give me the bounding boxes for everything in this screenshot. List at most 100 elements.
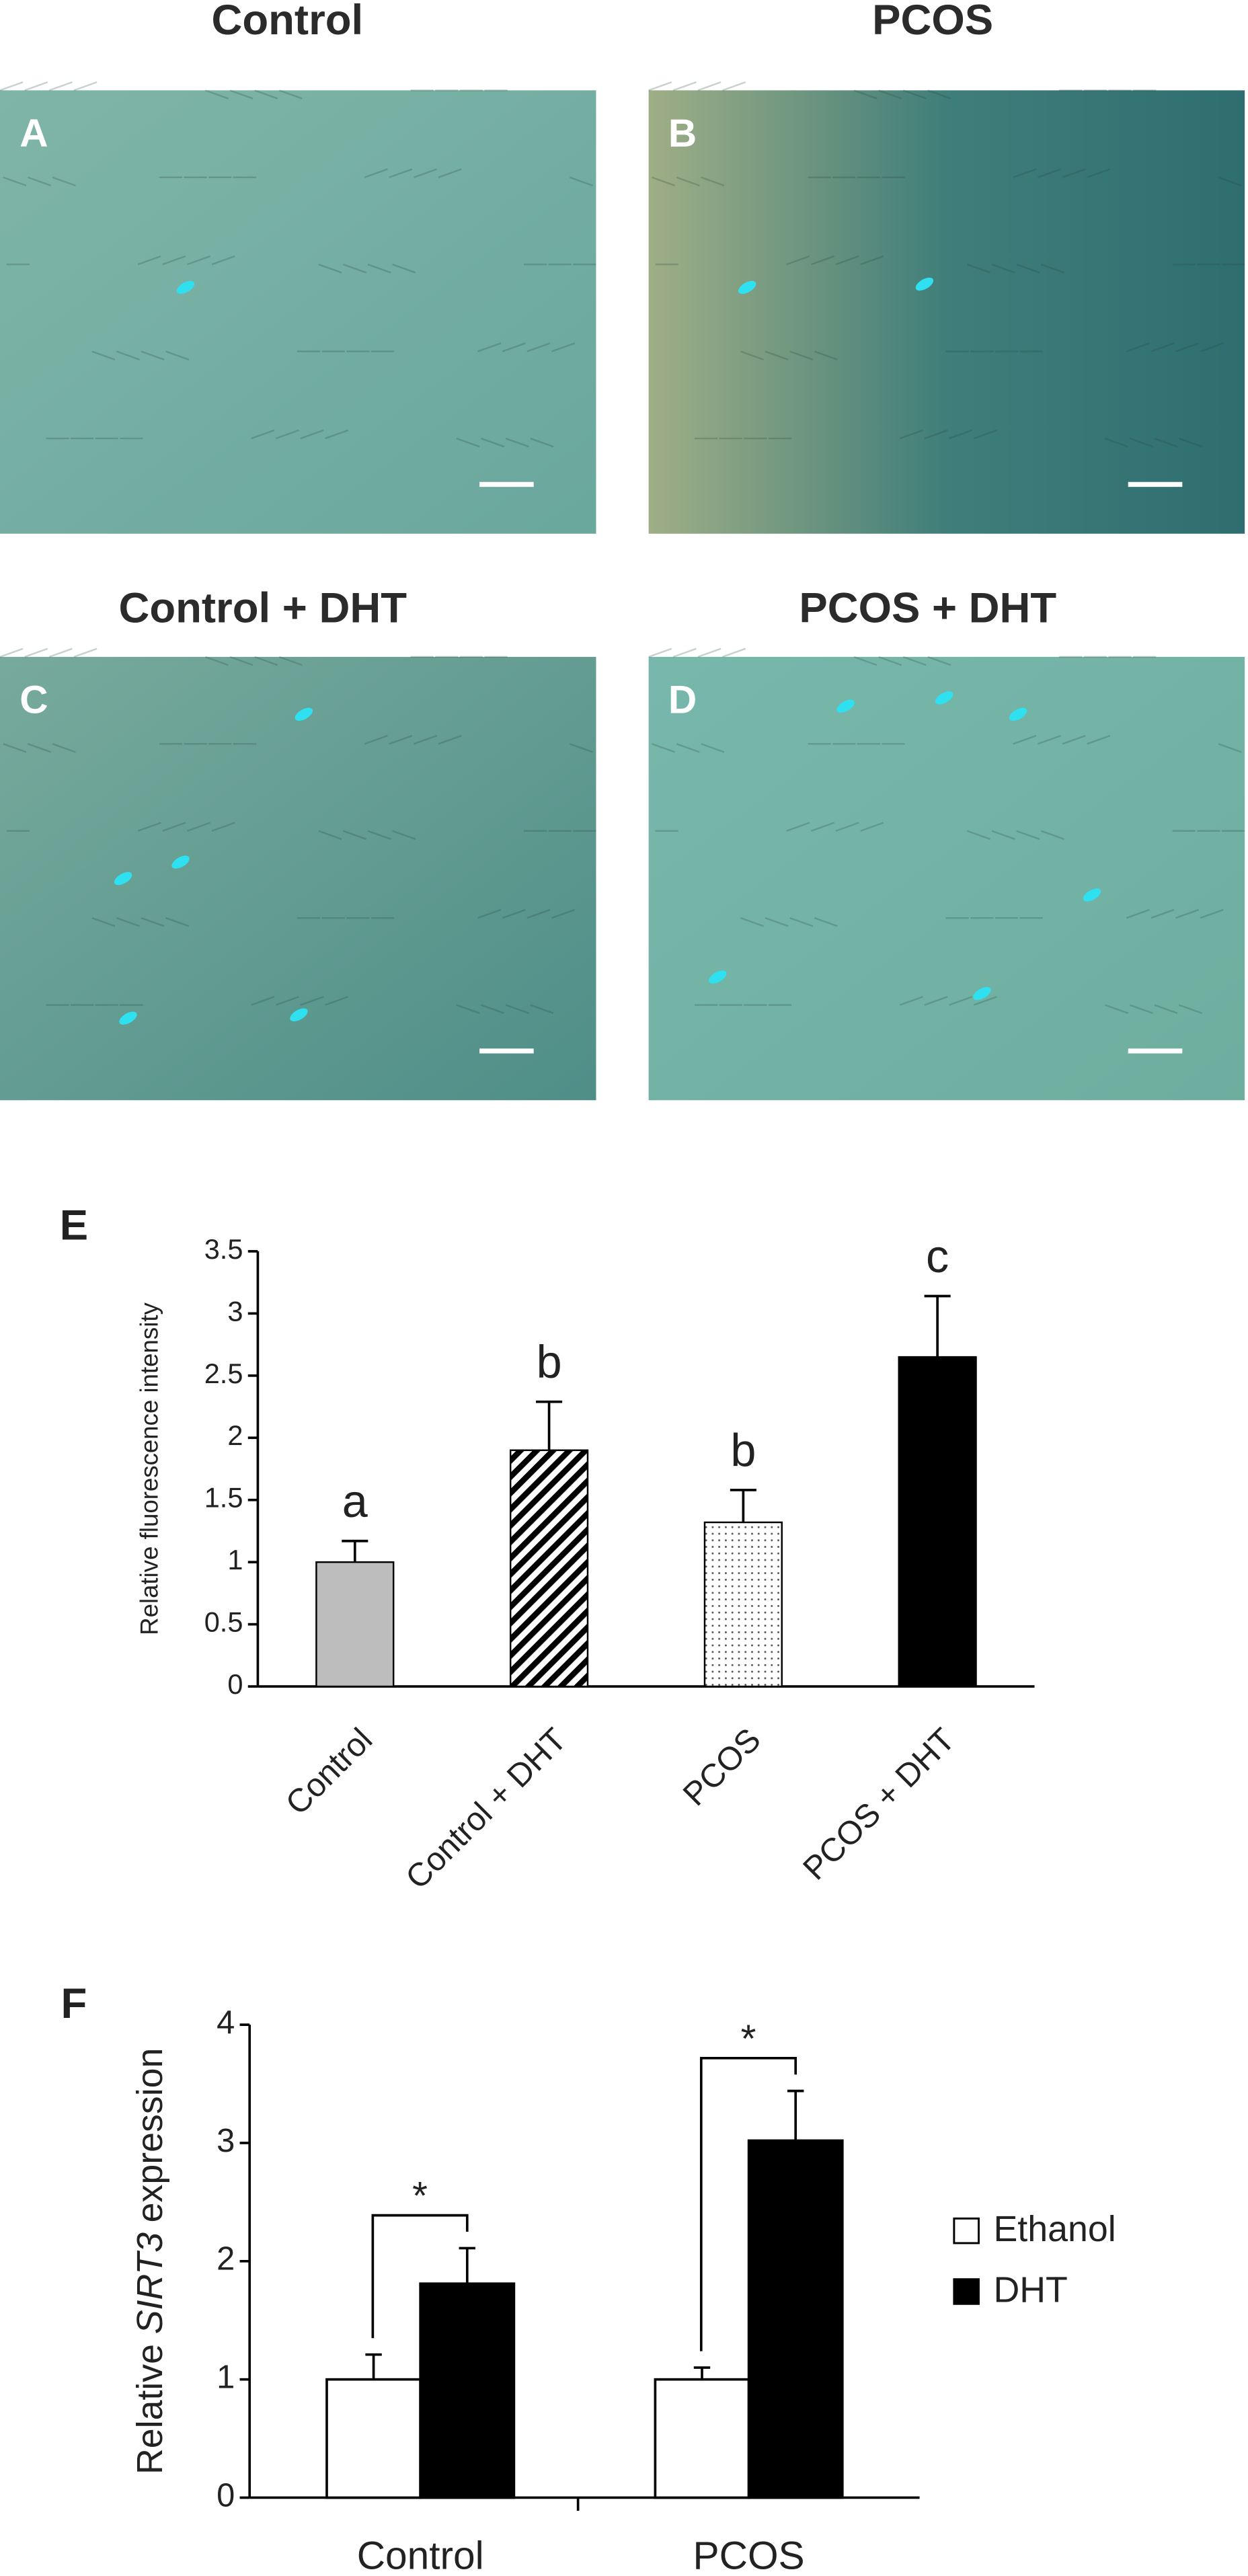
cell-texture [364,168,388,178]
y-tick-label: 3.5 [204,1233,243,1265]
x-tick-label: PCOS + DHT [796,1721,962,1887]
cell-texture [204,656,229,666]
cell-texture [3,743,27,753]
cell-texture [652,743,676,753]
y-tick-label: 0 [217,2477,235,2513]
panel-title: PCOS [872,0,993,44]
panel-label: F [61,1980,87,2027]
cell-texture [1179,437,1203,448]
cell-texture [278,89,303,100]
y-axis-label: Relative SIRT3 expression [130,2048,170,2474]
cell-texture [835,255,859,266]
panel-title: Control [212,0,364,44]
cell-texture [48,648,73,658]
cell-texture [786,255,810,266]
fluorescent-cell [1083,888,1101,902]
cell-texture [1126,908,1150,919]
cell-texture [229,656,254,666]
cell-texture [1218,176,1242,187]
cell-texture [740,350,764,361]
x-tick-label: Control [357,2534,484,2576]
fluorescent-cell [836,699,855,713]
significance-letter: a [342,1476,368,1527]
cell-texture [1105,1004,1129,1014]
cell-texture [860,822,884,832]
legend-label: DHT [993,2269,1067,2310]
cell-texture [1062,168,1086,178]
x-tick-label: PCOS [676,1721,768,1813]
cell-texture [325,996,349,1006]
cell-texture [300,429,324,440]
fluorescent-cell [171,855,190,869]
cell-texture [899,429,923,440]
y-tick-label: 1 [227,1544,243,1575]
fluorescent-cell [295,707,313,721]
cell-texture [899,996,923,1006]
cell-texture [0,81,24,91]
cell-texture [701,743,725,753]
cell-texture [438,168,462,178]
y-tick-label: 3 [217,2123,235,2159]
cell-texture [1218,743,1242,753]
bar [509,1449,589,1688]
fluorescent-cell [176,280,195,295]
cell-texture [1040,830,1064,841]
cell-texture [966,264,991,274]
cell-texture [1129,437,1153,448]
cell-texture [569,743,594,753]
y-tick-label: 4 [217,2004,235,2041]
cell-texture [502,342,526,352]
cell-texture [367,264,391,274]
cell-texture [551,908,576,919]
cell-texture [902,656,927,666]
y-tick-label: 3 [227,1295,243,1327]
cell-texture [1062,734,1086,745]
cell-texture [810,255,835,266]
fluorescent-cell [290,1008,308,1021]
fluorescent-cell [738,280,756,295]
cell-texture [648,648,672,658]
cell-texture [949,996,973,1006]
cell-texture [342,830,367,841]
panel-title: PCOS + DHT [799,584,1056,631]
cell-texture [438,734,462,745]
cell-texture [141,917,165,927]
cell-texture [789,917,814,927]
cell-texture [52,743,76,753]
panel-letter: B [668,112,697,155]
cell-texture [1150,908,1175,919]
cell-texture [722,81,746,91]
cell-texture [456,437,480,448]
cell-texture [211,255,235,266]
cell-texture [116,917,140,927]
y-tick-label: 0 [227,1668,243,1700]
cell-texture [162,822,186,832]
micrograph [648,656,1245,1101]
cell-texture [697,648,722,658]
cell-texture [526,342,551,352]
cell-texture [28,176,52,187]
cell-texture [186,255,211,266]
fluorescent-cell [915,277,934,291]
cell-texture [24,648,48,658]
y-tick-label: 1 [217,2359,235,2396]
fluorescent-cell [973,986,991,1001]
cell-texture [1016,830,1040,841]
cell-texture [278,656,303,666]
cell-texture [251,996,275,1006]
bar [898,1356,977,1688]
cell-texture [165,917,190,927]
cell-texture [1175,908,1200,919]
cell-texture [1179,1004,1203,1014]
cell-texture [275,429,299,440]
cell-texture [481,437,505,448]
bar [654,2378,750,2499]
y-tick-label: 0.5 [204,1606,243,1638]
cell-texture [502,908,526,919]
cell-texture [814,917,838,927]
cell-texture [73,648,98,658]
cell-texture [0,648,24,658]
cell-texture [1037,734,1062,745]
cell-texture [364,734,388,745]
